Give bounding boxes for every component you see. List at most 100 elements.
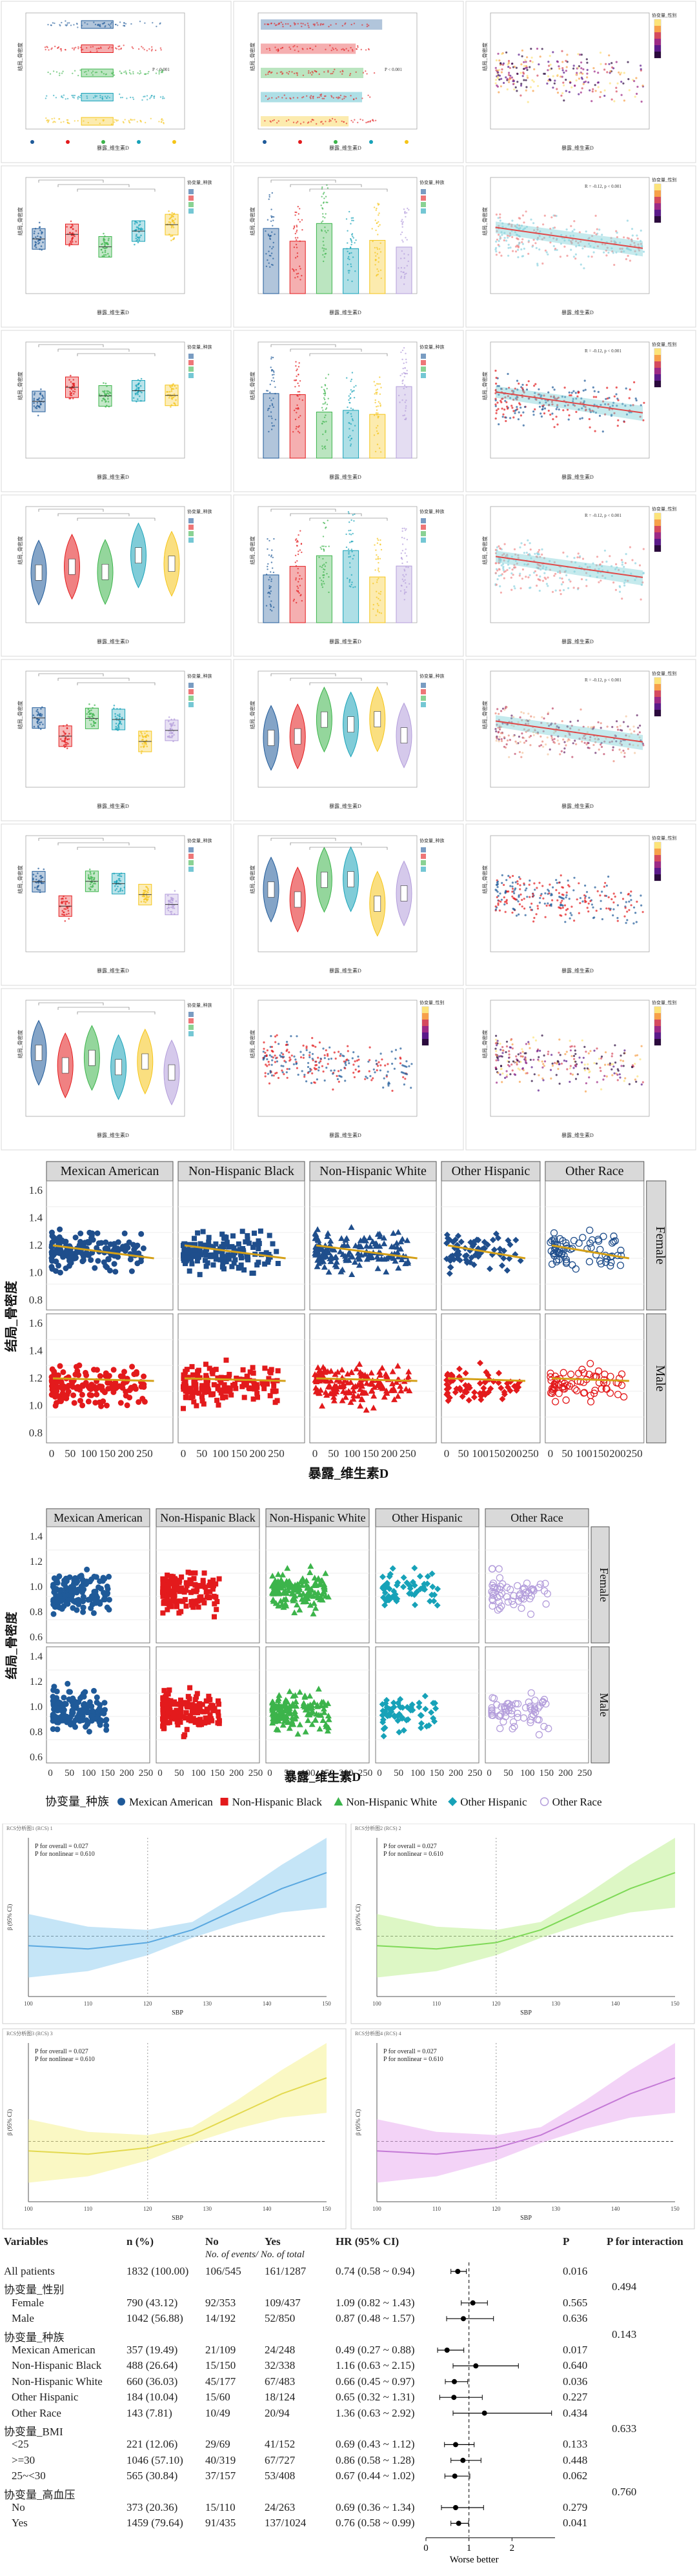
facet1-point (89, 1230, 96, 1236)
thumb-point (267, 23, 269, 26)
thumb-point (75, 230, 77, 232)
thumb-point (640, 65, 642, 67)
thumb-point (132, 96, 134, 99)
thumb-point (345, 533, 347, 536)
thumb-point (516, 72, 519, 75)
thumb-point (327, 71, 329, 73)
thumb-point (270, 399, 272, 401)
thumb-point (496, 886, 499, 889)
thumb-point (407, 254, 409, 256)
thumb-point (541, 238, 543, 241)
thumb-point (569, 1065, 572, 1067)
thumb-point (549, 55, 551, 57)
thumb-point (110, 72, 113, 74)
thumb-point (549, 241, 552, 244)
thumb-point (512, 735, 515, 738)
thumb-point (35, 244, 37, 246)
thumb-point (592, 88, 594, 90)
thumb-point (369, 96, 371, 98)
thumb-point (405, 361, 407, 363)
thumb-legend-swatch (422, 1026, 429, 1032)
thumb-point (496, 84, 498, 87)
thumb-point (108, 23, 110, 25)
thumb-box (61, 1057, 69, 1074)
thumb-point (66, 122, 69, 124)
facet1-point (94, 1230, 101, 1236)
thumb-point (640, 243, 642, 245)
thumb-point (634, 912, 637, 914)
thumb-point (296, 122, 298, 124)
thumb-plot-area (490, 177, 650, 294)
thumb-point (399, 401, 401, 403)
thumb-point (518, 235, 521, 238)
thumb-point (327, 1053, 329, 1056)
thumb-point (41, 232, 43, 235)
thumb-point (641, 85, 644, 87)
thumb-point (606, 725, 609, 728)
thumb-point (323, 388, 325, 390)
thumb-point (274, 1041, 277, 1043)
thumb-point (508, 223, 510, 225)
thumb-point (565, 894, 568, 896)
thumb-point (503, 543, 506, 545)
thumb-point (523, 543, 526, 546)
thumb-point (577, 53, 580, 55)
thumb-point (495, 1038, 498, 1041)
thumb-point (301, 399, 303, 401)
thumb-point (573, 876, 576, 879)
thumb-point (498, 569, 501, 571)
thumb-point (327, 519, 328, 521)
thumb-ylabel: 结局_骨密度 (17, 701, 23, 729)
thumb-point (496, 569, 499, 572)
thumb-point (549, 68, 551, 71)
thumb-point (375, 1060, 378, 1062)
thumb-point (268, 407, 270, 409)
thumb-point (573, 1058, 576, 1060)
thumb-point (339, 1054, 341, 1057)
thumb-point (507, 63, 509, 66)
facet1-point (66, 1258, 72, 1264)
thumb-point (348, 252, 350, 254)
thumb-point (141, 228, 144, 230)
thumb-point (270, 1074, 274, 1077)
thumb-point (524, 889, 527, 892)
thumb-point (578, 72, 581, 75)
thumb-point (500, 77, 503, 80)
thumb-point (559, 589, 561, 592)
thumb-point (137, 48, 140, 50)
thumb-point (404, 212, 406, 214)
thumb-point (551, 216, 553, 219)
thumb-point (584, 897, 587, 900)
thumb-point (563, 239, 566, 242)
facet1-ytick: 1.6 (29, 1317, 43, 1329)
thumb-point (519, 217, 521, 220)
thumb-point (505, 1070, 508, 1072)
facet1-point (65, 1389, 72, 1395)
facet1-point (195, 1230, 201, 1236)
thumb-point (94, 704, 96, 707)
thumb-point (511, 1047, 514, 1050)
thumb-point (327, 1063, 329, 1065)
thumb-point (374, 1071, 376, 1074)
thumb-point (376, 581, 378, 583)
thumb-point (500, 710, 503, 712)
thumb-point (616, 425, 619, 427)
thumb-legend-swatch (421, 531, 426, 536)
thumb-point (61, 96, 63, 98)
thumb-point (586, 76, 589, 79)
thumb-frame (1, 659, 232, 821)
thumb-point (272, 216, 275, 218)
thumb-point (571, 1073, 574, 1076)
thumb-point (503, 408, 506, 411)
thumb-point (71, 238, 74, 240)
thumb-point (581, 740, 583, 743)
thumb-point (404, 367, 406, 369)
thumb-point (326, 388, 328, 390)
thumb-point (364, 1078, 367, 1080)
thumb-point (296, 97, 299, 99)
thumb-legend-swatch (421, 860, 426, 865)
thumb-point (549, 414, 552, 416)
thumb-point (580, 708, 582, 711)
thumb-point (549, 1069, 552, 1071)
